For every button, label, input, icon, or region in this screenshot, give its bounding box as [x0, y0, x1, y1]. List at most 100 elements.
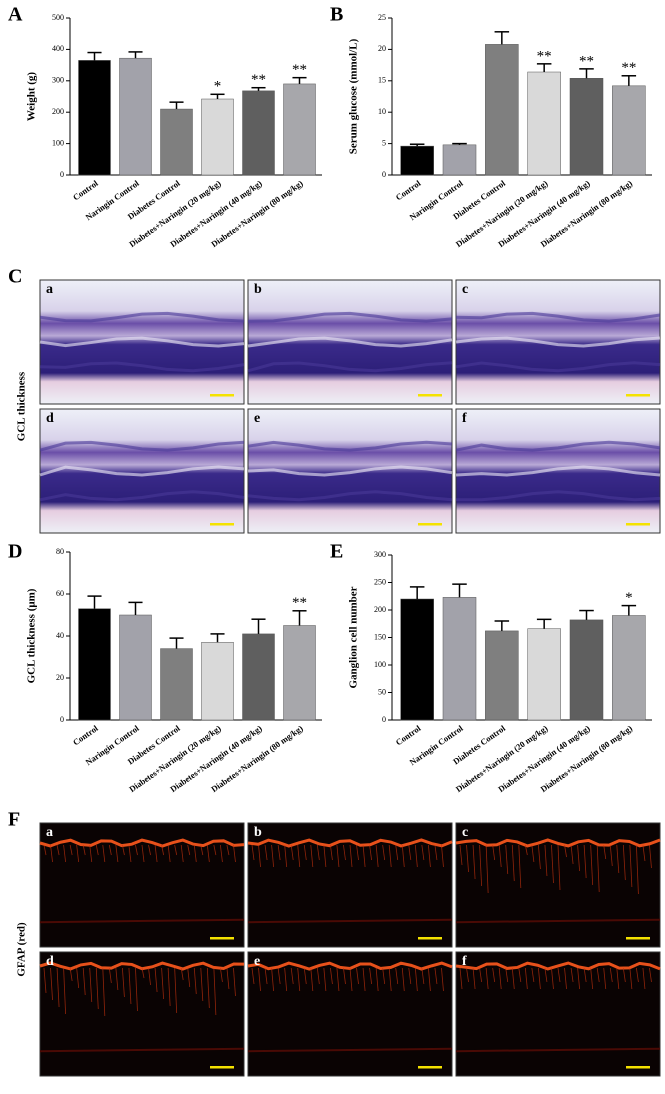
gfap-fiber	[472, 844, 476, 880]
gfap-fiber	[95, 844, 99, 856]
tissue-layer	[247, 311, 453, 323]
y-tick-label: 25	[378, 13, 386, 22]
gfap-fiber	[56, 844, 60, 856]
tissue-layer	[39, 311, 245, 323]
image-label: b	[254, 825, 262, 840]
bar	[485, 630, 519, 721]
gfap-fiber	[583, 967, 587, 983]
gfap-fiber	[251, 844, 255, 861]
side-label: GCL thickness	[16, 371, 28, 441]
bar	[442, 597, 477, 721]
gfap-fiber	[89, 844, 93, 863]
micrograph: e	[247, 951, 453, 1077]
gfap-fiber	[343, 844, 346, 861]
y-tick-label: 20	[378, 44, 386, 53]
gfap-fiber	[616, 967, 620, 990]
gfap-fiber	[642, 967, 646, 990]
gfap-fiber	[551, 967, 554, 990]
gfap-fiber	[115, 844, 119, 863]
gfap-fiber	[264, 967, 268, 985]
gfap-fiber	[401, 967, 405, 992]
gfap-fiber	[649, 844, 652, 869]
gfap-fiber	[264, 844, 268, 861]
y-tick-label: 250	[374, 577, 386, 586]
image-bg	[39, 279, 245, 405]
gfap-fiber	[128, 967, 132, 1005]
gfap-fiber	[356, 844, 359, 861]
gfap-fiber	[472, 967, 476, 990]
y-tick-label: 0	[382, 715, 386, 724]
tissue-layer	[247, 465, 453, 477]
y-tick-label: 0	[60, 170, 64, 179]
gfap-fiber	[135, 967, 138, 1012]
tissue-layer	[247, 361, 453, 373]
significance: **	[292, 595, 307, 611]
y-tick-label: 20	[56, 673, 64, 682]
micrograph: e	[247, 408, 453, 534]
gfap-fiber	[421, 967, 425, 985]
gfap-fiber	[498, 844, 502, 868]
gfap-fiber	[167, 967, 171, 1007]
gfap-fiber	[82, 967, 86, 996]
bar	[485, 44, 519, 176]
gfap-fiber	[428, 967, 431, 992]
gfap-fiber	[388, 967, 392, 992]
gfap-fiber	[63, 967, 66, 1015]
gfap-fiber	[108, 967, 112, 984]
image-label: a	[46, 825, 53, 840]
gfap-fiber	[479, 844, 482, 887]
scale-bar	[418, 394, 442, 397]
gfap-fiber	[492, 967, 496, 983]
gfap-fiber	[108, 844, 112, 856]
gfap-fiber	[441, 967, 444, 992]
gfap-fiber	[200, 844, 204, 856]
gfap-fiber	[316, 844, 320, 861]
scale-bar	[626, 937, 650, 940]
gfap-fiber	[76, 967, 80, 989]
gfap-fiber	[511, 844, 515, 882]
tissue-layer	[455, 311, 661, 323]
image-label: d	[46, 954, 54, 969]
y-tick-label: 0	[60, 715, 64, 724]
gfap-fiber	[459, 844, 463, 866]
micrograph: f	[455, 408, 661, 534]
micrograph: f	[455, 951, 661, 1077]
micrograph: d	[39, 408, 245, 534]
tissue-edge	[247, 918, 453, 924]
gfap-fiber	[596, 844, 600, 893]
image-label: b	[254, 282, 262, 297]
significance: *	[625, 590, 633, 606]
y-axis-title: Weight (g)	[26, 72, 38, 122]
tissue-layer	[247, 490, 453, 502]
gfap-fiber	[284, 967, 288, 992]
gfap-fiber	[485, 844, 489, 894]
gfap-fiber	[336, 844, 340, 868]
gfap-fiber	[375, 844, 379, 868]
gfap-fiber	[316, 967, 320, 985]
gfap-fiber	[193, 967, 197, 995]
micrograph: c	[455, 822, 661, 948]
gfap-fiber	[277, 967, 281, 985]
gfap-fiber	[609, 844, 613, 867]
micrograph: a	[39, 279, 245, 405]
bar	[400, 598, 434, 721]
x-tick-label: Control	[394, 723, 423, 748]
panel-letter: C	[8, 266, 22, 288]
significance: **	[292, 62, 307, 78]
gfap-fiber	[63, 844, 66, 863]
gfap-fiber	[616, 844, 620, 874]
bar	[612, 85, 646, 176]
bar	[569, 78, 604, 176]
micrograph: a	[39, 822, 245, 948]
gfap-fiber	[310, 844, 314, 868]
gfap-fiber	[290, 967, 294, 985]
gfap-fiber	[466, 967, 469, 983]
gfap-fiber	[128, 844, 132, 863]
scale-bar	[418, 937, 442, 940]
tissue-edge	[455, 918, 661, 924]
bar	[119, 614, 152, 721]
scale-bar	[210, 1066, 234, 1069]
gfap-fiber	[642, 844, 646, 862]
gfap-fiber	[511, 967, 515, 990]
